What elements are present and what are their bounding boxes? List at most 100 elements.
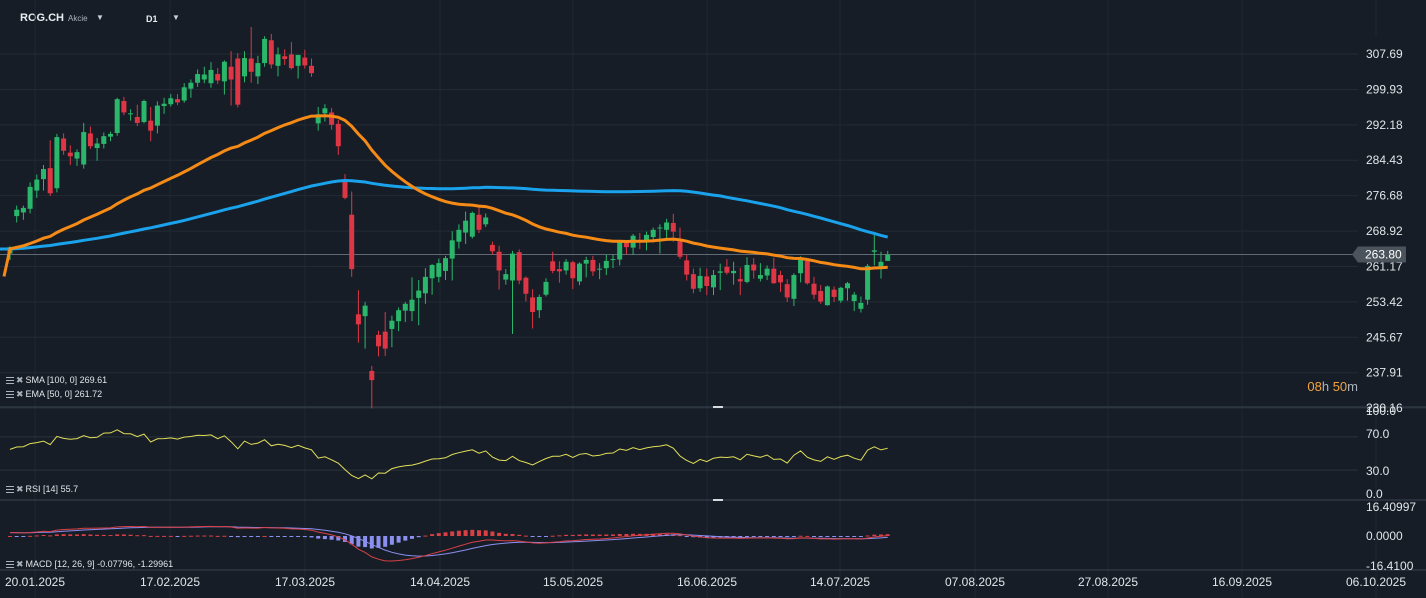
remove-icon[interactable]: ✖ <box>16 559 24 569</box>
candle-body <box>242 58 247 77</box>
macd-histogram-bar <box>611 534 615 536</box>
macd-histogram-bar <box>517 534 522 536</box>
candle <box>94 138 100 161</box>
macd-histogram-bar <box>41 535 46 537</box>
candle-body <box>771 268 777 284</box>
candle-body <box>315 114 321 124</box>
candle-body <box>570 262 576 279</box>
macd-histogram-bar <box>557 535 562 537</box>
rsi-legend[interactable]: ✖ RSI [14] 55.7 <box>6 484 78 495</box>
candle <box>684 254 690 281</box>
candle-body <box>684 260 690 275</box>
candle <box>20 205 26 220</box>
instrument-type[interactable]: Akcie <box>68 14 88 23</box>
macd-histogram-bar <box>75 534 79 536</box>
macd-legend[interactable]: ✖ MACD [12, 26, 9] -0.07796, -1.29961 <box>6 559 173 570</box>
pane-resize-handle <box>713 406 723 408</box>
candle-body <box>670 222 676 232</box>
macd-histogram-bar <box>832 536 837 537</box>
macd-histogram-bar <box>128 534 133 536</box>
macd-histogram-bar <box>302 536 307 538</box>
candle-body <box>416 290 422 298</box>
macd-histogram-bar <box>269 536 274 537</box>
macd-histogram-bar <box>825 536 830 537</box>
candle <box>376 330 381 357</box>
macd-histogram-bar <box>845 536 850 537</box>
macd-tick-label: 16.40997 <box>1366 500 1416 514</box>
candle-body <box>644 234 649 243</box>
candle-body <box>650 229 656 238</box>
candle <box>510 250 515 334</box>
price-axis: 307.69 299.93 292.18 284.43 276.68 268.92 261.… <box>1352 36 1426 415</box>
candle-body <box>463 220 469 233</box>
candle <box>871 233 877 266</box>
remove-icon[interactable]: ✖ <box>16 389 24 399</box>
macd-histogram-bar <box>142 535 146 537</box>
ema-legend[interactable]: ✖ EMA [50, 0] 261.72 <box>6 389 102 400</box>
candle <box>389 315 395 348</box>
candle <box>295 54 301 79</box>
candle-body <box>195 74 201 83</box>
candle <box>597 263 603 280</box>
remove-icon[interactable]: ✖ <box>16 375 24 385</box>
symbol-label[interactable]: ROG.CH <box>20 12 64 24</box>
macd-histogram-bar <box>785 536 790 537</box>
candle <box>536 294 542 318</box>
macd-histogram-bar <box>443 532 448 536</box>
macd-histogram-bar <box>376 536 381 548</box>
candle <box>483 213 489 228</box>
macd-histogram-bar <box>369 536 374 549</box>
candle <box>664 218 670 239</box>
candle-body <box>20 207 26 213</box>
remove-icon[interactable]: ✖ <box>16 484 24 494</box>
candle <box>27 182 33 214</box>
candle-body <box>369 370 375 381</box>
sma-legend[interactable]: ✖ SMA [100, 0] 269.61 <box>6 375 107 386</box>
timeframe-label[interactable]: D1 <box>146 14 158 24</box>
candle-body <box>422 276 428 294</box>
macd-histogram-bar <box>54 534 59 536</box>
candle <box>175 94 180 106</box>
macd-legend-label: MACD [12, 26, 9] -0.07796, -1.29961 <box>25 559 174 569</box>
candle <box>429 264 435 295</box>
candle <box>329 107 335 130</box>
candle <box>443 255 448 281</box>
candle-body <box>342 179 348 198</box>
candle <box>724 259 730 275</box>
candle-body <box>724 266 730 273</box>
settings-list-icon[interactable] <box>6 486 14 494</box>
candle-body <box>161 103 167 107</box>
macd-histogram-bar <box>678 535 682 537</box>
candle <box>751 258 757 279</box>
symbol-dropdown-caret-icon[interactable]: ▼ <box>96 13 104 22</box>
timeframe-dropdown-caret-icon[interactable]: ▼ <box>172 13 180 22</box>
candle <box>711 270 716 296</box>
candle <box>221 60 227 95</box>
macd-histogram-bar <box>872 534 877 536</box>
candle <box>208 62 214 88</box>
macd-histogram-bar <box>195 535 200 537</box>
candle <box>14 205 20 223</box>
candle <box>402 301 408 323</box>
macd-histogram-bar <box>155 535 160 537</box>
candle-body <box>617 242 623 260</box>
candle-body <box>108 133 113 137</box>
settings-list-icon[interactable] <box>6 391 14 399</box>
macd-histogram-bar <box>684 536 689 537</box>
candle-body <box>510 253 515 281</box>
macd-histogram-bar <box>242 536 247 537</box>
candle-body <box>228 66 234 80</box>
candle <box>128 109 134 121</box>
candle-body <box>483 217 489 225</box>
macd-histogram-bar <box>389 536 394 545</box>
candle <box>630 233 636 255</box>
settings-list-icon[interactable] <box>6 561 14 569</box>
candle-body <box>764 268 770 276</box>
candle <box>556 261 562 283</box>
macd-histogram-bar <box>282 536 287 537</box>
settings-list-icon[interactable] <box>6 377 14 385</box>
candle <box>744 257 750 284</box>
candle-body <box>389 320 395 329</box>
